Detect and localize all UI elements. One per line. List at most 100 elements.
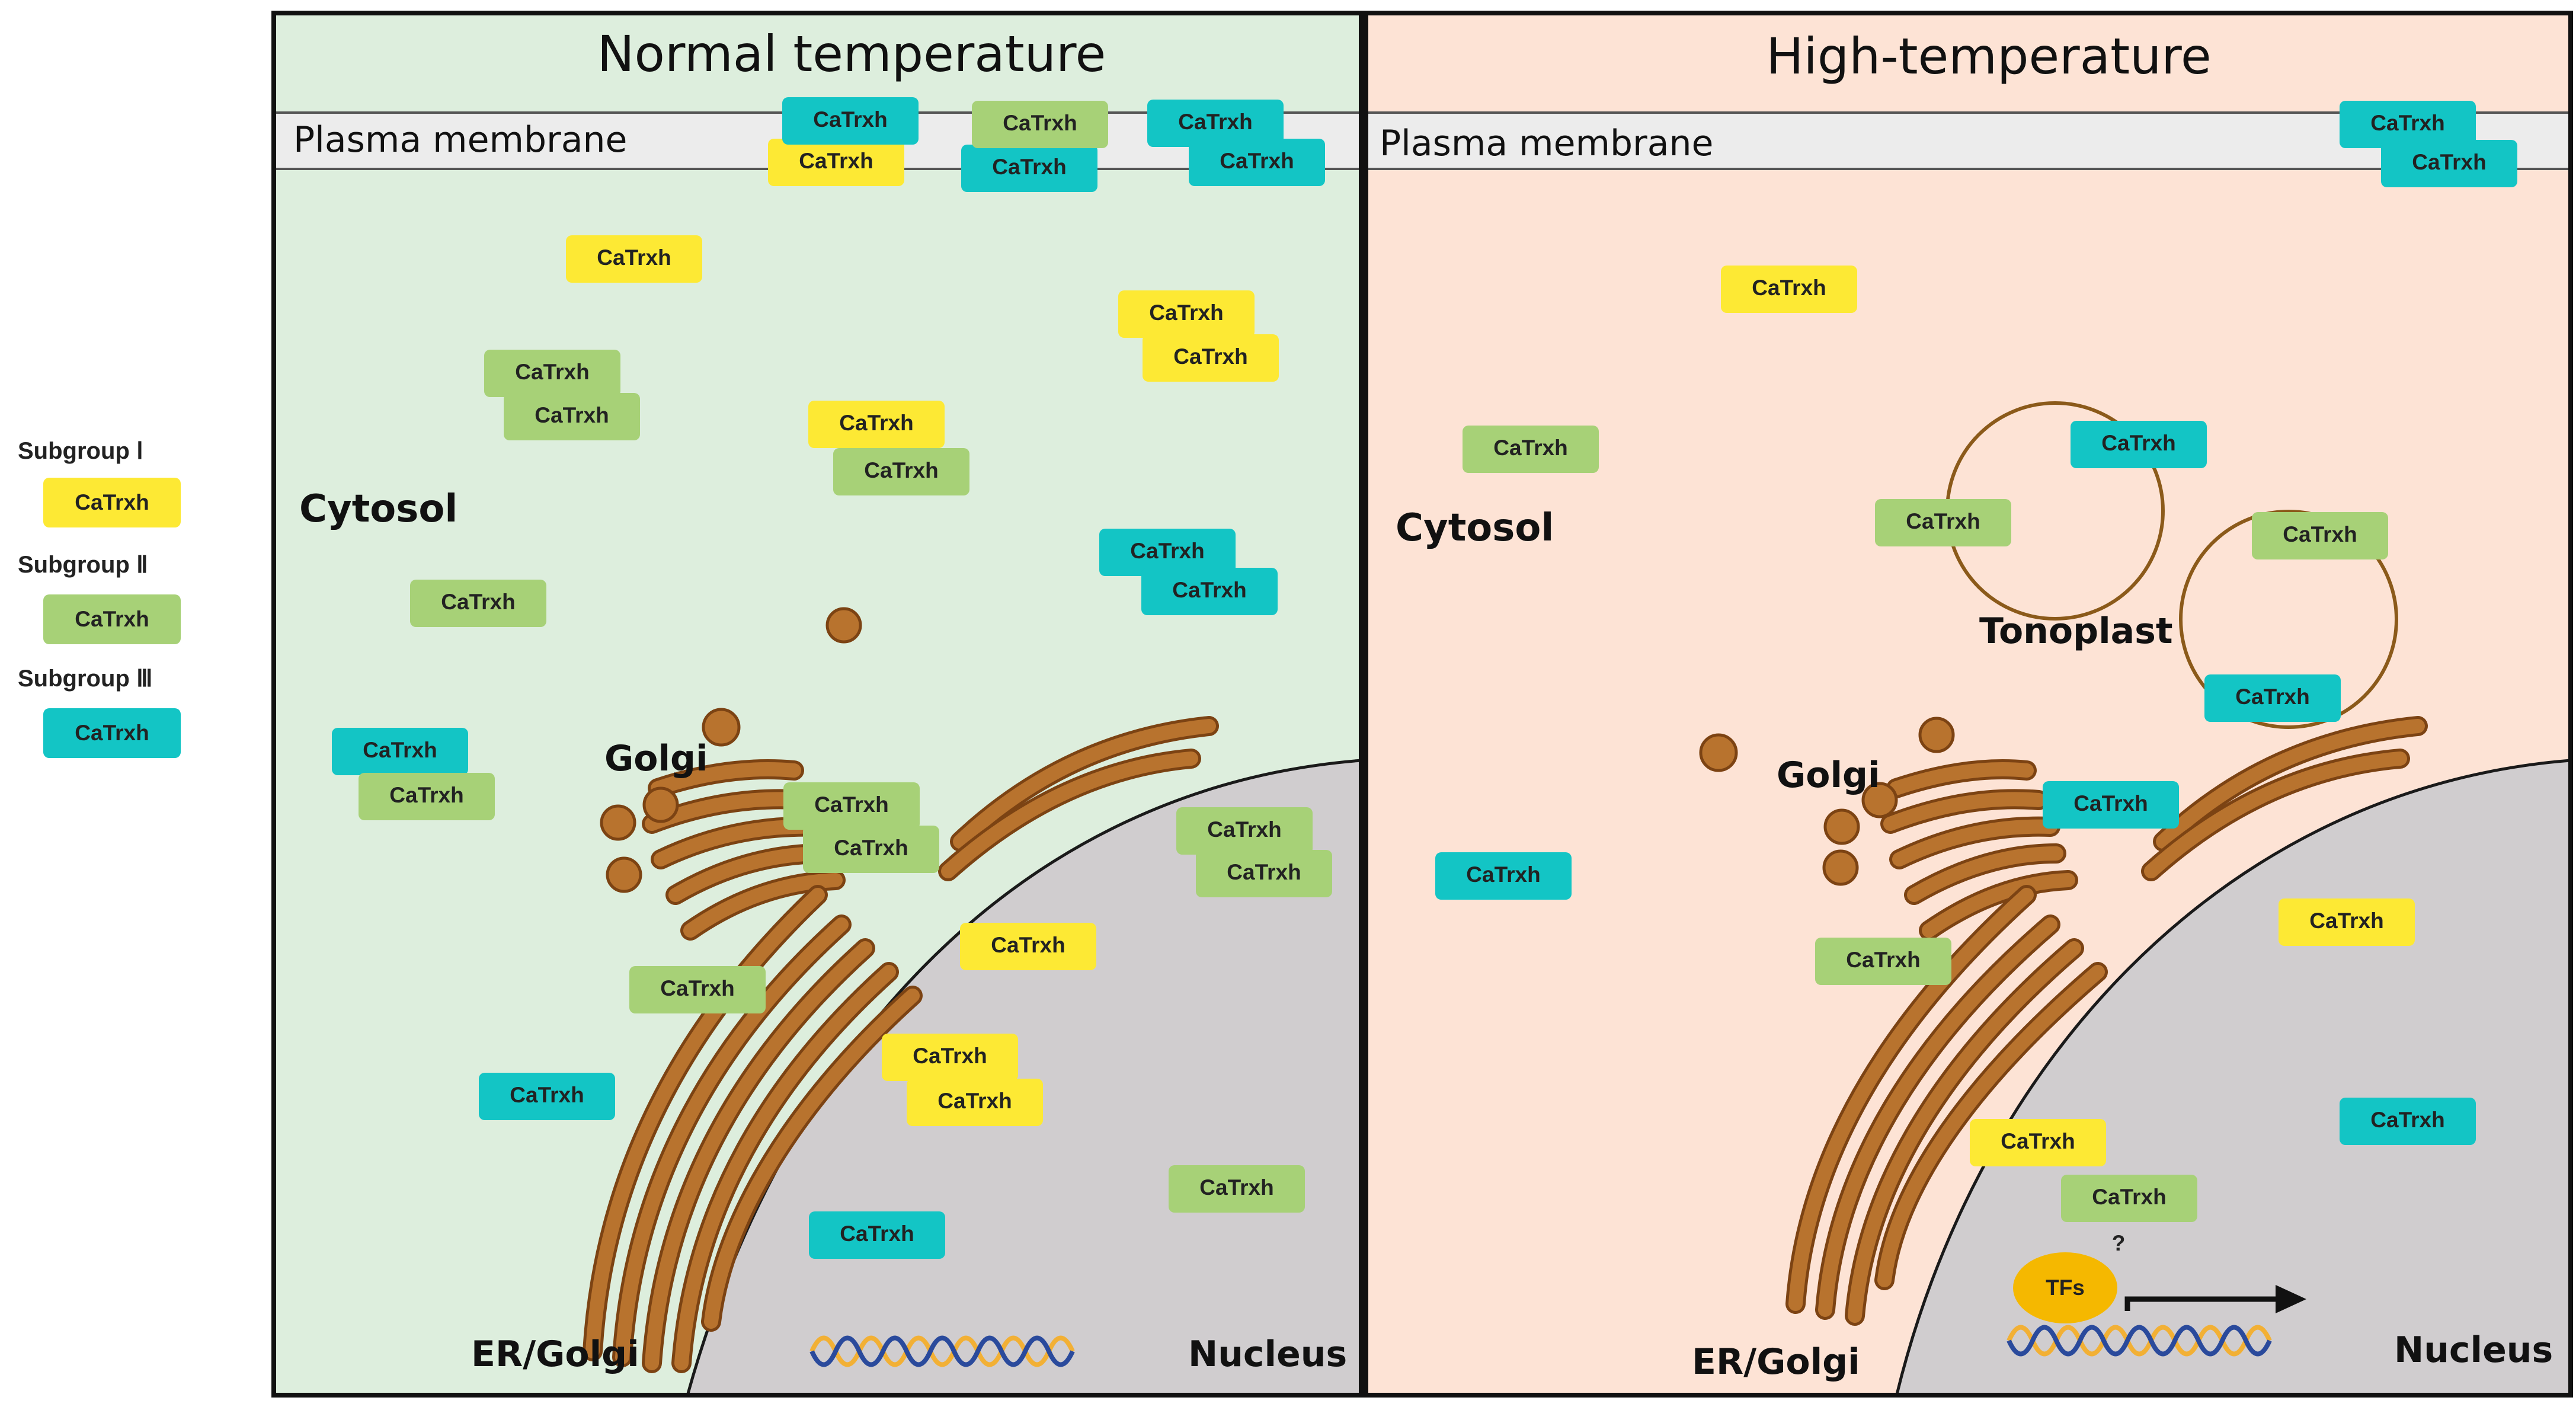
normal-er-s2-a: CaTrxh <box>629 966 766 1013</box>
svg-text:CaTrxh: CaTrxh <box>864 458 938 482</box>
high-panel-title: High-temperature <box>1766 27 2211 85</box>
high-golgi-s3-a: CaTrxh <box>2043 781 2179 829</box>
normal-golgi-s2-b: CaTrxh <box>803 826 939 873</box>
legend-subgroup-3-title: Subgroup Ⅲ <box>18 666 153 692</box>
panel-high-temperature: High-temperature Plasma membrane Cytosol… <box>1364 11 2573 1398</box>
normal-cytosol-s1-d: CaTrxh <box>808 401 945 448</box>
normal-membrane-s1-a: CaTrxh <box>782 97 919 145</box>
svg-text:CaTrxh: CaTrxh <box>1227 860 1301 884</box>
svg-text:CaTrxh: CaTrxh <box>1178 110 1252 134</box>
high-membrane-s3-b: CaTrxh <box>2381 140 2517 187</box>
svg-text:CaTrxh: CaTrxh <box>1130 539 1204 563</box>
normal-nucleus-s1-c: CaTrxh <box>907 1079 1043 1126</box>
svg-text:CaTrxh: CaTrxh <box>2309 909 2383 933</box>
svg-text:CaTrxh: CaTrxh <box>2073 791 2148 816</box>
svg-text:CaTrxh: CaTrxh <box>2283 522 2357 546</box>
normal-nucleus-s1-a: CaTrxh <box>960 923 1096 970</box>
svg-text:CaTrxh: CaTrxh <box>913 1044 987 1068</box>
normal-nucleus-label: Nucleus <box>1188 1334 1347 1375</box>
normal-cytosol-s2-e: CaTrxh <box>359 773 495 820</box>
normal-golgi-s2-a: CaTrxh <box>783 782 920 830</box>
normal-golgi-stacks <box>938 716 1219 881</box>
svg-text:CaTrxh: CaTrxh <box>2412 150 2486 174</box>
svg-text:CaTrxh: CaTrxh <box>834 836 908 860</box>
svg-text:CaTrxh: CaTrxh <box>840 1221 914 1246</box>
high-catrxh-group: CaTrxh CaTrxh CaTrxh CaTrxh CaTrxh CaTrx… <box>1435 101 2517 1222</box>
normal-golgi-label: Golgi <box>604 738 708 779</box>
high-golgi-stacks <box>2141 716 2428 881</box>
normal-dna <box>809 1335 1075 1367</box>
svg-text:CaTrxh: CaTrxh <box>660 976 734 1000</box>
normal-nucleus-s2-c: CaTrxh <box>1169 1165 1305 1213</box>
normal-er-sheets <box>583 885 923 1373</box>
panel-normal-temperature: Normal temperature Plasma membrane Cytos… <box>271 11 1364 1398</box>
normal-cytosol-s2-c: CaTrxh <box>833 448 969 495</box>
high-nucleus-label: Nucleus <box>2394 1329 2553 1371</box>
legend-subgroup-3-swatch <box>43 708 181 758</box>
high-cytosol-s1-a: CaTrxh <box>1721 266 1857 313</box>
svg-text:CaTrxh: CaTrxh <box>2370 1108 2444 1132</box>
high-membrane-s3-a: CaTrxh <box>2340 101 2476 148</box>
normal-catrxh-group: CaTrxh CaTrxh CaTrxh CaTrxh CaTrxh CaTrx… <box>332 97 1332 1259</box>
high-tonoplast-label: Tonoplast <box>1979 610 2173 652</box>
svg-text:CaTrxh: CaTrxh <box>1149 300 1223 325</box>
normal-cytosol-s1-c: CaTrxh <box>1143 334 1279 382</box>
normal-membrane-s2-a: CaTrxh <box>972 101 1108 148</box>
high-vacuole-s3-a: CaTrxh <box>2071 421 2207 468</box>
svg-text:CaTrxh: CaTrxh <box>1207 817 1281 842</box>
svg-text:CaTrxh: CaTrxh <box>515 360 589 384</box>
legend: Subgroup Ⅰ CaTrxh Subgroup Ⅱ CaTrxh Subg… <box>18 438 181 758</box>
normal-cytosol-s3-c: CaTrxh <box>332 728 468 775</box>
normal-nucleus-s2-b: CaTrxh <box>1196 850 1332 897</box>
normal-nucleus-s1-b: CaTrxh <box>882 1034 1018 1081</box>
normal-nucleus-s2-a: CaTrxh <box>1176 807 1313 855</box>
svg-text:CaTrxh: CaTrxh <box>363 738 437 762</box>
high-vesicles <box>1699 717 1955 886</box>
svg-text:CaTrxh: CaTrxh <box>799 149 873 173</box>
legend-subgroup-2-swatch <box>43 594 181 644</box>
svg-text:CaTrxh: CaTrxh <box>510 1083 584 1107</box>
legend-subgroup-3-label: CaTrxh <box>75 721 149 745</box>
normal-cytosol-s2-a: CaTrxh <box>484 350 620 397</box>
high-vacuole-s3-b: CaTrxh <box>2204 674 2341 722</box>
svg-text:CaTrxh: CaTrxh <box>535 403 609 427</box>
svg-text:CaTrxh: CaTrxh <box>1173 344 1247 369</box>
high-membrane-label: Plasma membrane <box>1380 123 1713 164</box>
svg-text:CaTrxh: CaTrxh <box>2092 1185 2166 1209</box>
high-nucleus-s1-b: CaTrxh <box>1970 1119 2106 1166</box>
high-nucleus-s3-a: CaTrxh <box>2340 1098 2476 1145</box>
svg-text:CaTrxh: CaTrxh <box>992 155 1066 179</box>
svg-text:CaTrxh: CaTrxh <box>2101 431 2175 455</box>
normal-membrane-s3-d: CaTrxh <box>1189 139 1325 186</box>
normal-nucleus-s3-a: CaTrxh <box>809 1211 945 1259</box>
normal-membrane-s3-c: CaTrxh <box>1147 100 1284 147</box>
normal-membrane-s3-b: CaTrxh <box>961 145 1097 192</box>
high-er-s2-a: CaTrxh <box>1815 938 1951 985</box>
high-cytosol-label: Cytosol <box>1396 506 1554 550</box>
svg-text:CaTrxh: CaTrxh <box>1846 948 1920 972</box>
high-tf-ellipse <box>2013 1252 2117 1323</box>
svg-text:CaTrxh: CaTrxh <box>1172 578 1246 602</box>
high-question-mark: ? <box>2112 1231 2126 1255</box>
legend-subgroup-1-title: Subgroup Ⅰ <box>18 438 143 464</box>
high-vacuole-2 <box>2179 510 2398 729</box>
high-tf-label: TFs <box>2046 1275 2085 1300</box>
normal-panel-title: Normal temperature <box>597 25 1106 83</box>
svg-text:CaTrxh: CaTrxh <box>1493 436 1567 460</box>
normal-vesicles <box>600 607 862 893</box>
legend-subgroup-1-swatch <box>43 478 181 527</box>
svg-text:CaTrxh: CaTrxh <box>1752 276 1826 300</box>
svg-text:CaTrxh: CaTrxh <box>813 107 887 132</box>
svg-text:CaTrxh: CaTrxh <box>2001 1129 2075 1153</box>
legend-subgroup-2-label: CaTrxh <box>75 607 149 631</box>
normal-membrane-s3-a: CaTrxh <box>768 139 904 186</box>
normal-cytosol-s1-b: CaTrxh <box>1118 290 1255 338</box>
legend-subgroup-2-title: Subgroup Ⅱ <box>18 552 148 578</box>
high-cytosol-s2-a: CaTrxh <box>1463 426 1599 473</box>
high-transcription-arrow <box>2124 1296 2276 1311</box>
normal-cytosol-label: Cytosol <box>299 487 457 531</box>
high-golgi-center <box>1880 759 2078 941</box>
svg-text:CaTrxh: CaTrxh <box>2235 685 2309 709</box>
high-er-golgi-label: ER/Golgi <box>1692 1341 1860 1383</box>
normal-cytosol-s3-b: CaTrxh <box>1141 568 1278 615</box>
